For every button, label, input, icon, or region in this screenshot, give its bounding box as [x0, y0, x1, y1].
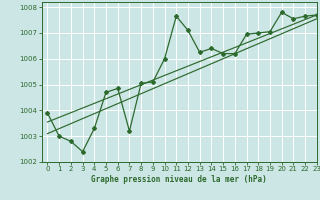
X-axis label: Graphe pression niveau de la mer (hPa): Graphe pression niveau de la mer (hPa) [91, 175, 267, 184]
